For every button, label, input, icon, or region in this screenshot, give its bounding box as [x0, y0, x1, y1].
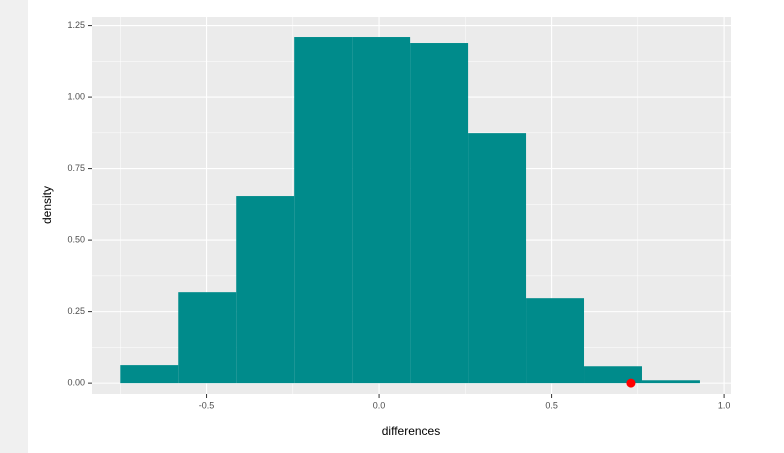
bar: [236, 196, 295, 384]
x-tick-label: -0.5: [199, 400, 215, 410]
side-strip: [0, 0, 28, 453]
bar: [468, 133, 527, 384]
x-tick-label: 1.0: [718, 400, 731, 410]
x-axis-title: differences: [382, 424, 440, 438]
bar: [178, 292, 237, 384]
y-tick-label: 1.00: [67, 91, 85, 101]
bar: [410, 43, 469, 384]
y-tick-label: 0.50: [67, 234, 85, 244]
point: [626, 378, 636, 388]
bar: [526, 298, 585, 384]
bar: [641, 380, 700, 384]
bar: [294, 37, 353, 384]
x-tick-label: 0.5: [545, 400, 558, 410]
y-axis-title: density: [40, 186, 54, 224]
y-tick-label: 0.00: [67, 378, 85, 388]
x-tick-label: 0.0: [373, 400, 386, 410]
y-tick-label: 0.75: [67, 163, 85, 173]
bar: [120, 365, 179, 384]
y-tick-label: 1.25: [67, 20, 85, 30]
bar: [584, 366, 642, 384]
y-tick-label: 0.25: [67, 306, 85, 316]
bar: [352, 37, 411, 384]
